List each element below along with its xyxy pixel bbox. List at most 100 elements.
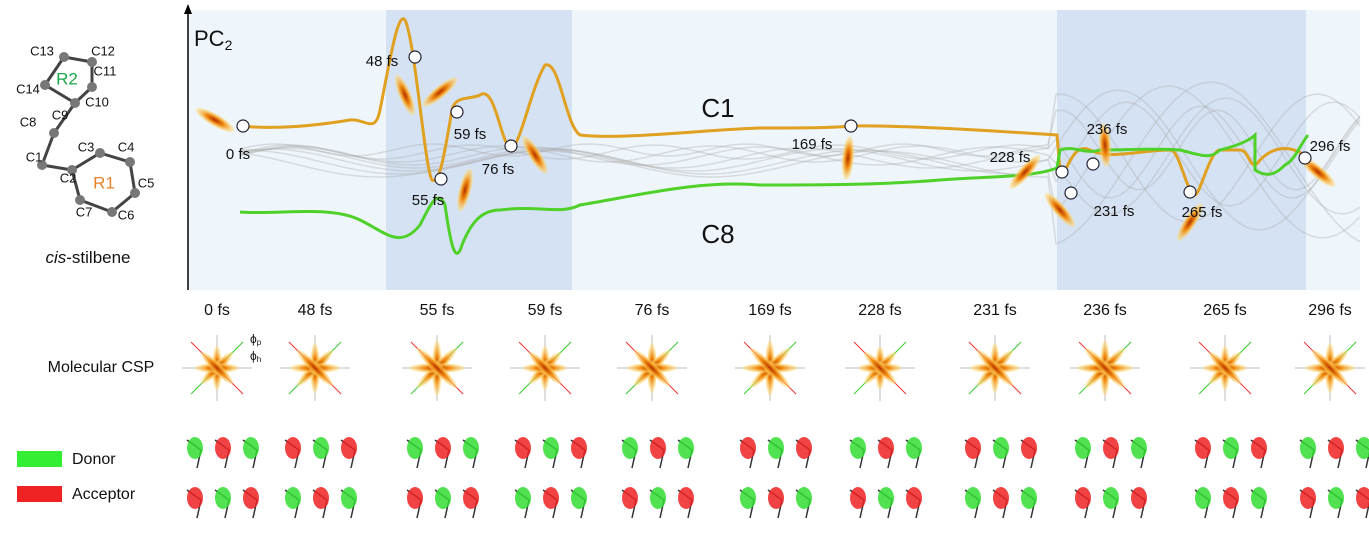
name-rest: -stilbene [66, 248, 130, 267]
orbital [622, 437, 694, 518]
orbital-lobe [243, 437, 259, 459]
orbital-lobe [1195, 487, 1211, 509]
orbital-lobe [571, 437, 587, 459]
orbital-lobe [740, 487, 756, 509]
atom-label: C2 [60, 170, 77, 185]
orbital-lobe [850, 487, 866, 509]
atom-label: C13 [30, 43, 54, 58]
column-time: 59 fs [528, 302, 563, 319]
atom-label: C1 [26, 149, 43, 164]
marker-label: 265 fs [1182, 204, 1223, 221]
time-marker [1087, 158, 1099, 170]
name-italic: cis [45, 248, 66, 267]
row-label: Molecular CSP [48, 359, 155, 376]
orbital-lobe [878, 437, 894, 459]
orbital-lobe [1300, 487, 1316, 509]
time-marker [451, 106, 463, 118]
curve-label: C1 [701, 93, 734, 123]
orbital-lobe [906, 437, 922, 459]
orbital-lobe [1075, 437, 1091, 459]
column-time: 169 fs [748, 302, 792, 319]
time-marker [1184, 186, 1196, 198]
orbital-lobe [341, 437, 357, 459]
orbital-lobe [463, 487, 479, 509]
orbital-lobe [878, 487, 894, 509]
time-marker [1065, 187, 1077, 199]
orbital-lobe [622, 437, 638, 459]
legend-label: Acceptor [72, 486, 136, 503]
marker-label: 59 fs [454, 126, 487, 143]
orbital-lobe [965, 487, 981, 509]
orbital-lobe [435, 437, 451, 459]
column-time: 228 fs [858, 302, 902, 319]
orbital-lobe [543, 437, 559, 459]
marker-label: 236 fs [1087, 121, 1128, 138]
column-time: 55 fs [420, 302, 455, 319]
orbital-lobe [407, 437, 423, 459]
orbital-lobe [1356, 437, 1369, 459]
orbital [187, 437, 259, 518]
orbital [850, 437, 922, 518]
orbital-lobe [435, 487, 451, 509]
orbital-lobe [285, 487, 301, 509]
orbital-lobe [341, 487, 357, 509]
orbital-lobe [313, 437, 329, 459]
time-marker [845, 120, 857, 132]
ring-label: R1 [93, 173, 115, 192]
atoms [37, 52, 140, 217]
marker-label: 76 fs [482, 161, 515, 178]
atom-label: C4 [118, 139, 135, 154]
orbital-lobe [515, 437, 531, 459]
orbital-lobe [965, 437, 981, 459]
orbital-lobe [1328, 437, 1344, 459]
time-marker [435, 173, 447, 185]
curve-label: C8 [701, 219, 734, 249]
axis-label-sub: 2 [225, 37, 233, 53]
orbital [285, 437, 357, 518]
orbital-lobe [993, 437, 1009, 459]
orbital-lobe [622, 487, 638, 509]
orbital-lobe [1300, 437, 1316, 459]
orbital-lobe [515, 487, 531, 509]
atom-label: C9 [52, 107, 69, 122]
orbital-lobe [768, 437, 784, 459]
time-marker [409, 51, 421, 63]
legend-swatch [17, 451, 62, 467]
orbital-lobe [1021, 487, 1037, 509]
orbital [1195, 437, 1267, 518]
orbital [1300, 437, 1369, 518]
molecule-name: cis-stilbene [45, 248, 130, 267]
orbital-lobe [243, 487, 259, 509]
orbital-lobe [187, 487, 203, 509]
atom-label: C3 [78, 139, 95, 154]
column-time: 231 fs [973, 302, 1017, 319]
orbital-lobe [463, 437, 479, 459]
atom-label: C10 [85, 94, 109, 109]
column-time: 76 fs [635, 302, 670, 319]
legend-label: Donor [72, 451, 116, 468]
orbital-lobe [543, 487, 559, 509]
column-time: 48 fs [298, 302, 333, 319]
column-time: 296 fs [1308, 302, 1352, 319]
orbital [1075, 437, 1147, 518]
orbital-lobe [1251, 487, 1267, 509]
orbital-lobe [215, 487, 231, 509]
atom-label: C5 [138, 175, 155, 190]
time-marker [505, 140, 517, 152]
axis-label-main: PC [194, 26, 225, 51]
atom-label: C11 [94, 63, 117, 78]
orbital-lobe [850, 437, 866, 459]
marker-label: 296 fs [1310, 138, 1351, 155]
orbital-lobe [1356, 487, 1369, 509]
orbital-lobe [796, 437, 812, 459]
orbital-lobe [1328, 487, 1344, 509]
orbital-lobe [678, 487, 694, 509]
marker-label: 228 fs [990, 149, 1031, 166]
marker-label: 48 fs [366, 53, 399, 70]
time-marker [1056, 166, 1068, 178]
orbital-lobe [571, 487, 587, 509]
atom-label: C14 [16, 81, 40, 96]
marker-label: 169 fs [792, 136, 833, 153]
orbital-lobe [1223, 437, 1239, 459]
figure: C13 C1 2 C11 C14 C10 C9 C8 C3 C4 C1 C2 C5… [0, 0, 1369, 538]
